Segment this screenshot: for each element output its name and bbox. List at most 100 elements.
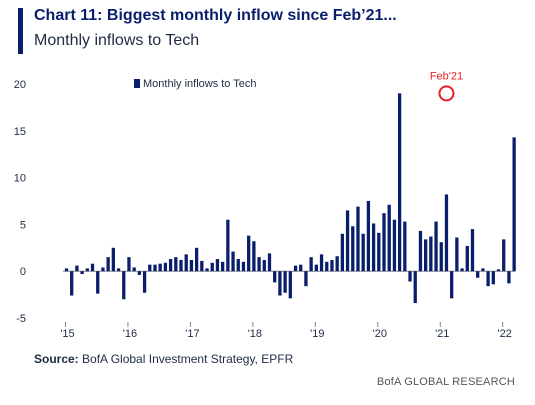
bar xyxy=(262,259,266,272)
bar xyxy=(64,268,69,272)
bar xyxy=(293,265,298,272)
bar xyxy=(247,235,251,272)
bar xyxy=(189,259,194,272)
bar xyxy=(397,93,402,272)
bar xyxy=(231,251,235,272)
bar xyxy=(423,239,428,272)
bar xyxy=(304,271,308,287)
bar xyxy=(491,271,495,285)
source-label: Source: xyxy=(34,352,79,366)
bar xyxy=(314,264,318,272)
bar xyxy=(470,229,475,272)
x-tick-label: '20 xyxy=(373,328,387,340)
bar xyxy=(335,256,339,272)
x-tick-label: '16 xyxy=(123,328,137,340)
source-note: Source: BofA Global Investment Strategy,… xyxy=(34,352,293,366)
bar xyxy=(174,257,178,272)
bar xyxy=(236,259,240,272)
bar xyxy=(179,259,183,272)
bar xyxy=(361,233,365,272)
bar xyxy=(455,237,459,272)
bar xyxy=(163,262,168,272)
annotation-label: Feb'21 xyxy=(430,70,463,82)
y-tick-label: 0 xyxy=(20,266,26,278)
bar xyxy=(450,271,454,299)
bar xyxy=(351,226,355,272)
chart-title: Chart 11: Biggest monthly inflow since F… xyxy=(34,7,397,24)
bar xyxy=(205,268,209,272)
bar xyxy=(85,268,89,272)
bar xyxy=(241,261,246,272)
bar xyxy=(512,137,516,272)
bar xyxy=(418,230,423,272)
bar xyxy=(70,271,74,296)
bar xyxy=(210,262,214,272)
y-tick-label: -5 xyxy=(16,313,26,325)
bar xyxy=(429,236,433,272)
bar xyxy=(486,271,490,287)
bar xyxy=(153,264,157,272)
bar xyxy=(465,245,469,272)
bar xyxy=(408,271,412,282)
x-tick-label: '18 xyxy=(248,328,262,340)
bar xyxy=(221,261,225,272)
bar xyxy=(111,247,115,272)
bar xyxy=(439,242,443,272)
bar xyxy=(142,271,147,293)
bar xyxy=(413,271,417,304)
bar xyxy=(278,271,282,296)
legend-swatch xyxy=(134,79,140,88)
bar xyxy=(496,269,501,272)
bar xyxy=(299,264,303,272)
source-text: BofA Global Investment Strategy, EPFR xyxy=(78,352,294,366)
bar xyxy=(273,271,277,283)
bar xyxy=(96,271,100,294)
bar xyxy=(116,268,121,272)
bar xyxy=(371,223,376,272)
bar xyxy=(340,233,345,272)
bar xyxy=(325,261,329,272)
bar xyxy=(434,221,438,272)
bar xyxy=(215,259,220,272)
bar xyxy=(194,247,199,272)
bar xyxy=(476,271,480,278)
bar xyxy=(257,257,261,272)
bar xyxy=(502,239,506,272)
bar xyxy=(137,271,142,275)
bar xyxy=(392,219,397,272)
bar xyxy=(122,271,126,300)
bar xyxy=(101,267,105,272)
bar xyxy=(288,271,292,299)
bar xyxy=(106,257,110,272)
bar xyxy=(444,194,449,272)
bar xyxy=(90,263,95,272)
bar xyxy=(200,260,204,272)
bar xyxy=(283,271,287,293)
brand-label: BofA GLOBAL RESEARCH xyxy=(376,376,515,388)
bar xyxy=(127,257,131,272)
bar xyxy=(75,265,79,272)
bar xyxy=(403,221,407,272)
bar xyxy=(309,257,313,272)
x-tick-label: '21 xyxy=(435,328,449,340)
y-tick-label: 10 xyxy=(14,173,26,185)
chart-subtitle: Monthly inflows to Tech xyxy=(34,32,200,49)
bar xyxy=(158,263,162,272)
bar xyxy=(184,254,188,272)
bar xyxy=(132,267,136,272)
bar xyxy=(481,268,485,272)
title-accent-bar xyxy=(18,8,23,54)
bar xyxy=(168,259,173,272)
bar xyxy=(80,271,84,275)
y-tick-label: 20 xyxy=(14,79,26,91)
y-tick-label: 15 xyxy=(14,126,26,138)
x-tick-label: '15 xyxy=(60,328,74,340)
bar xyxy=(330,259,334,272)
bar xyxy=(460,268,464,272)
bar xyxy=(226,219,230,272)
bar xyxy=(148,264,152,272)
bar xyxy=(345,210,350,272)
y-tick-label: 5 xyxy=(20,219,26,231)
legend-label: Monthly inflows to Tech xyxy=(143,78,257,90)
